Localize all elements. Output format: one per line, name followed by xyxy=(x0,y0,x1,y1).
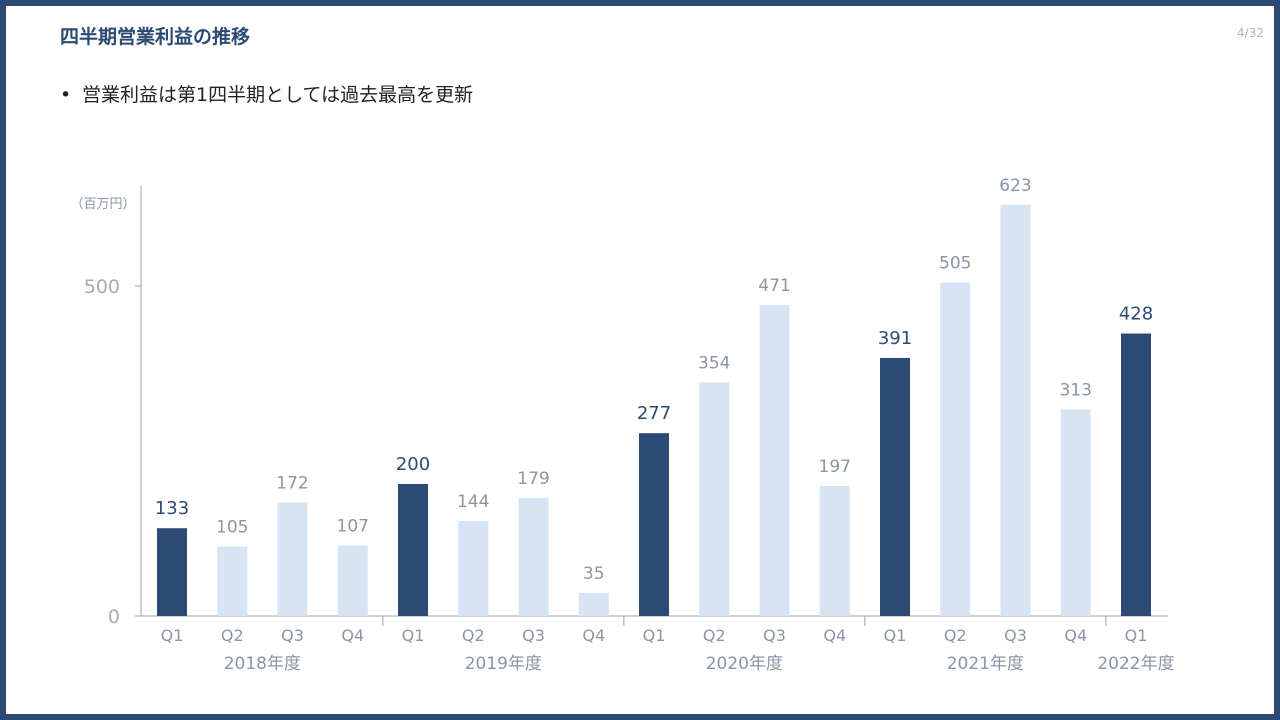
x-tick-label: Q4 xyxy=(823,626,846,645)
data-label: 428 xyxy=(1119,304,1153,325)
bar xyxy=(217,546,248,616)
bar xyxy=(639,433,669,616)
data-label: 471 xyxy=(758,276,790,296)
bullet-dot-icon: • xyxy=(60,84,72,106)
data-label: 623 xyxy=(999,176,1031,196)
x-tick-label: Q1 xyxy=(402,626,425,645)
data-label: 105 xyxy=(216,518,248,538)
x-tick-label: Q2 xyxy=(944,626,967,645)
bar xyxy=(157,528,187,616)
data-label: 505 xyxy=(939,254,971,274)
group-label: 2022年度 xyxy=(1097,654,1174,674)
data-label: 354 xyxy=(698,353,730,373)
y-tick-label: 500 xyxy=(84,276,120,298)
x-tick-label: Q2 xyxy=(221,626,244,645)
y-tick-label: 0 xyxy=(108,606,120,628)
page-number: 4/32 xyxy=(1237,26,1264,40)
bullet-text: 営業利益は第1四半期としては過去最高を更新 xyxy=(82,84,474,106)
group-label: 2021年度 xyxy=(947,654,1024,674)
bar xyxy=(759,305,790,616)
group-label: 2019年度 xyxy=(465,654,542,674)
bar xyxy=(277,502,308,616)
data-label: 200 xyxy=(396,454,430,475)
data-label: 172 xyxy=(276,473,308,493)
x-tick-label: Q1 xyxy=(643,626,666,645)
x-tick-label: Q4 xyxy=(582,626,605,645)
slide-title: 四半期営業利益の推移 xyxy=(60,26,251,48)
bar xyxy=(578,592,609,616)
data-label: 133 xyxy=(155,498,189,519)
bar xyxy=(699,382,730,616)
x-tick-label: Q4 xyxy=(1064,626,1087,645)
x-tick-label: Q1 xyxy=(1125,626,1148,645)
bar xyxy=(1000,204,1031,616)
bar xyxy=(458,520,489,616)
bar xyxy=(819,485,850,616)
group-label: 2020年度 xyxy=(706,654,783,674)
data-label: 277 xyxy=(637,403,671,424)
x-tick-label: Q2 xyxy=(462,626,485,645)
bar xyxy=(940,282,971,616)
bar xyxy=(1121,333,1151,616)
x-tick-label: Q3 xyxy=(522,626,545,645)
bar xyxy=(518,497,549,616)
x-tick-label: Q3 xyxy=(1004,626,1027,645)
group-label: 2018年度 xyxy=(224,654,301,674)
data-label: 144 xyxy=(457,492,489,512)
bar xyxy=(1060,409,1091,616)
data-label: 197 xyxy=(819,457,851,477)
unit-label: （百万円） xyxy=(70,197,135,212)
x-tick-label: Q3 xyxy=(281,626,304,645)
x-tick-label: Q2 xyxy=(703,626,726,645)
data-label: 107 xyxy=(337,516,369,536)
bullet-point: • 営業利益は第1四半期としては過去最高を更新 xyxy=(60,80,473,107)
bar xyxy=(337,545,368,616)
data-label: 179 xyxy=(517,469,549,489)
data-label: 35 xyxy=(583,564,605,584)
bar xyxy=(398,484,428,616)
data-label: 313 xyxy=(1060,380,1092,400)
bar xyxy=(880,357,910,616)
x-tick-label: Q1 xyxy=(161,626,184,645)
x-tick-label: Q1 xyxy=(884,626,907,645)
x-tick-label: Q3 xyxy=(763,626,786,645)
x-tick-label: Q4 xyxy=(341,626,364,645)
data-label: 391 xyxy=(878,328,912,349)
